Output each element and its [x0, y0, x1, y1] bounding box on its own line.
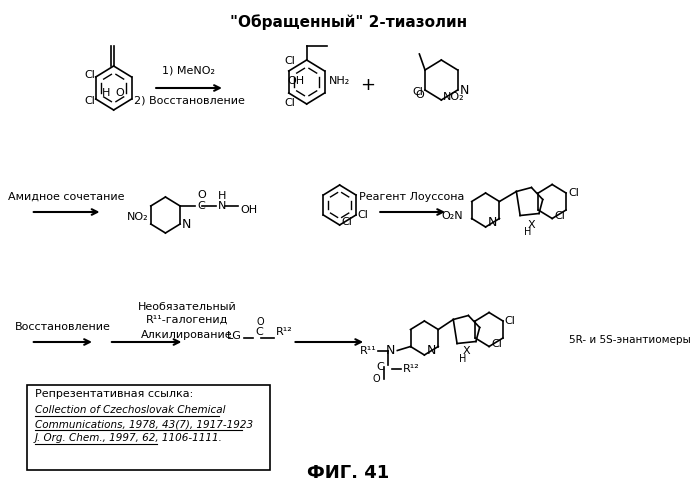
Text: O: O [257, 317, 264, 327]
Text: R¹¹: R¹¹ [360, 346, 377, 356]
Text: Cl: Cl [284, 56, 296, 66]
Text: O: O [415, 90, 424, 100]
Text: Репрезентативная ссылка:: Репрезентативная ссылка: [34, 389, 193, 399]
Text: H: H [459, 354, 466, 364]
Text: C: C [376, 362, 384, 372]
Text: X: X [463, 346, 470, 356]
Text: LG: LG [226, 331, 242, 341]
Text: Cl: Cl [284, 98, 296, 108]
Bar [27, 385, 270, 470]
Text: N: N [182, 218, 192, 231]
Text: NH₂: NH₂ [329, 76, 350, 86]
Text: 1) MeNO₂: 1) MeNO₂ [162, 65, 215, 75]
Text: O: O [115, 88, 124, 98]
Text: 2) Восстановление: 2) Восстановление [134, 95, 245, 105]
Text: Communications, 1978, 43(7), 1917-1923: Communications, 1978, 43(7), 1917-1923 [34, 419, 253, 429]
Text: ФИГ. 41: ФИГ. 41 [307, 464, 389, 482]
Text: Cl: Cl [358, 210, 368, 220]
Text: Cl: Cl [554, 211, 565, 221]
Text: 5R- и 5S-энантиомеры: 5R- и 5S-энантиомеры [569, 335, 691, 345]
Text: N: N [487, 216, 497, 229]
Text: Cl: Cl [84, 96, 95, 106]
Text: Cl: Cl [342, 217, 352, 227]
Text: N: N [386, 344, 396, 357]
Text: +: + [361, 76, 375, 94]
Text: H: H [218, 191, 226, 201]
Text: H: H [102, 88, 110, 98]
Text: O: O [373, 374, 380, 383]
Text: OH: OH [240, 205, 257, 215]
Text: Алкилирование: Алкилирование [141, 330, 233, 340]
Text: N: N [459, 84, 469, 97]
Text: Восстановление: Восстановление [15, 322, 110, 332]
Text: R¹²: R¹² [403, 364, 419, 374]
Text: Cl: Cl [568, 188, 579, 198]
Text: NO₂: NO₂ [443, 92, 465, 102]
Text: C: C [197, 201, 205, 211]
Text: J. Org. Chem., 1997, 62, 1106-1111.: J. Org. Chem., 1997, 62, 1106-1111. [34, 433, 222, 443]
Text: O₂N: O₂N [441, 211, 463, 221]
Text: OH: OH [288, 76, 305, 86]
Text: O: O [197, 190, 206, 200]
Text: Амидное сочетание: Амидное сочетание [8, 192, 125, 202]
Text: R¹¹-галогенид: R¹¹-галогенид [146, 315, 229, 325]
Text: Cl: Cl [505, 316, 516, 326]
Text: NO₂: NO₂ [127, 212, 149, 222]
Text: Реагент Лоуссона: Реагент Лоуссона [359, 192, 465, 202]
Text: Cl: Cl [412, 87, 423, 97]
Text: H: H [524, 227, 531, 237]
Text: "Обращенный" 2-тиазолин: "Обращенный" 2-тиазолин [229, 14, 467, 30]
Text: N: N [426, 344, 435, 357]
Text: C: C [255, 327, 263, 337]
Text: Необязательный: Необязательный [138, 302, 236, 312]
Text: Collection of Czechoslovak Chemical: Collection of Czechoslovak Chemical [34, 405, 225, 415]
Text: R¹²: R¹² [275, 327, 292, 337]
Text: Cl: Cl [491, 339, 502, 349]
Text: X: X [528, 220, 535, 230]
Text: N: N [218, 201, 226, 211]
Text: Cl: Cl [84, 70, 95, 80]
